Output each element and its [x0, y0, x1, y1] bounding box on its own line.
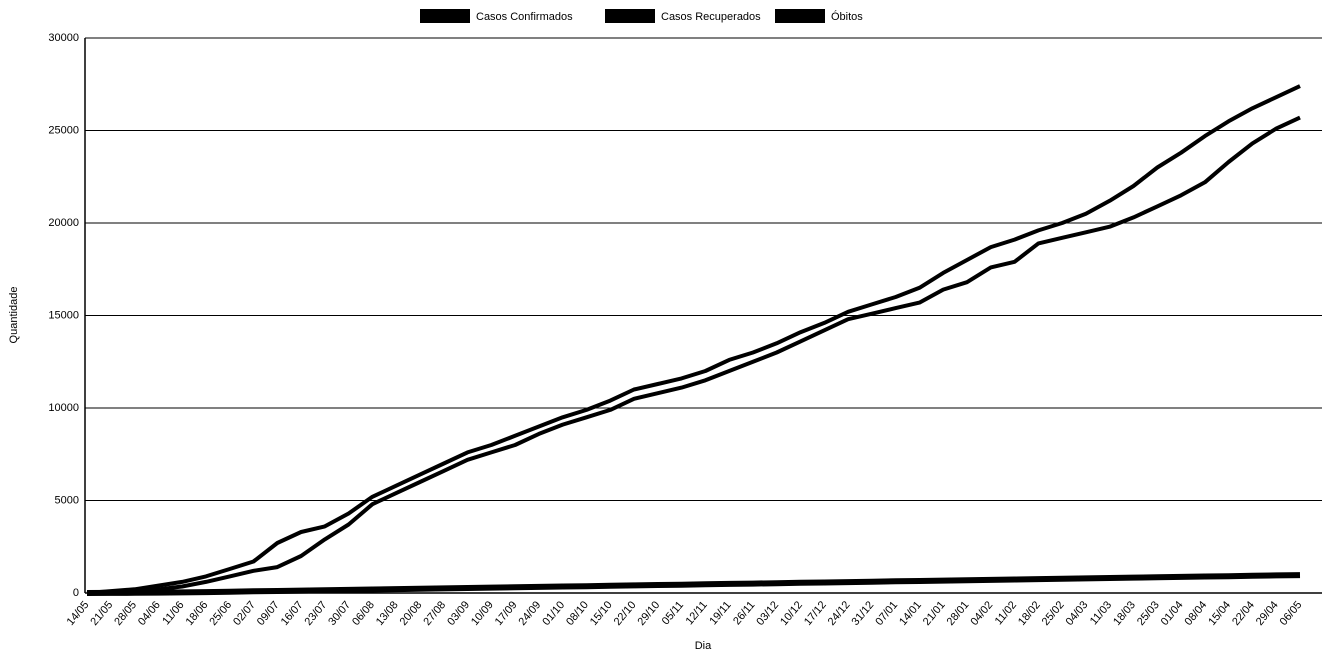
x-tick-label: 27/08: [421, 599, 448, 628]
x-tick-label: 18/06: [184, 599, 211, 628]
legend-swatch: [775, 9, 825, 23]
x-tick-label: 04/06: [136, 599, 163, 628]
x-tick-label: 18/02: [1016, 599, 1043, 628]
x-tick-label: 12/11: [684, 599, 710, 627]
x-tick-label: 06/05: [1278, 599, 1305, 628]
legend-label: Casos Confirmados: [476, 11, 573, 23]
x-tick-label: 11/03: [1088, 599, 1114, 627]
x-tick-label: 06/08: [350, 599, 377, 628]
x-tick-label: 05/11: [660, 599, 686, 627]
x-tick-label: 28/05: [112, 599, 139, 628]
y-tick-label: 25000: [48, 124, 79, 136]
y-tick-label: 0: [73, 587, 79, 599]
x-tick-label: 21/01: [921, 599, 948, 628]
y-tick-label: 10000: [48, 402, 79, 414]
x-tick-label: 19/11: [707, 599, 733, 627]
x-tick-label: 25/06: [207, 599, 234, 628]
x-tick-label: 14/01: [897, 599, 924, 628]
legend-swatch: [605, 9, 655, 23]
x-tick-label: 13/08: [374, 599, 401, 628]
x-tick-label: 03/09: [445, 599, 472, 628]
x-tick-label: 29/10: [635, 599, 662, 628]
y-tick-label: 15000: [48, 309, 79, 321]
x-axis-label: Dia: [695, 640, 712, 652]
x-tick-label: 15/04: [1206, 599, 1233, 628]
x-tick-label: 02/07: [231, 599, 258, 628]
x-tick-label: 29/04: [1254, 599, 1281, 628]
x-tick-label: 01/04: [1159, 599, 1186, 628]
y-axis-label: Quantidade: [8, 287, 20, 344]
x-tick-label: 28/01: [945, 599, 972, 628]
x-tick-label: 24/09: [517, 599, 544, 628]
x-tick-label: 04/03: [1064, 599, 1091, 628]
legend-label: Casos Recuperados: [661, 11, 761, 23]
data-line: [86, 572, 1301, 596]
x-tick-label: 31/12: [850, 599, 877, 628]
legend-swatch: [420, 9, 470, 23]
x-tick-label: 08/10: [564, 599, 591, 628]
x-tick-label: 04/02: [968, 599, 995, 628]
data-line: [87, 115, 1301, 595]
x-tick-label: 22/04: [1230, 599, 1257, 628]
data-line: [86, 84, 1301, 595]
x-tick-label: 21/05: [88, 599, 115, 628]
x-tick-label: 25/02: [1040, 599, 1067, 628]
x-tick-label: 22/10: [612, 599, 639, 628]
x-tick-label: 20/08: [398, 599, 425, 628]
x-tick-label: 14/05: [65, 599, 92, 628]
x-tick-label: 16/07: [279, 599, 306, 628]
x-tick-label: 25/03: [1135, 599, 1162, 628]
y-tick-label: 5000: [55, 494, 79, 506]
x-tick-label: 17/12: [802, 599, 829, 628]
x-tick-label: 03/12: [754, 599, 781, 628]
y-tick-label: 30000: [48, 32, 79, 44]
x-tick-label: 15/10: [588, 599, 615, 628]
x-tick-label: 10/09: [469, 599, 496, 628]
x-tick-label: 26/11: [731, 599, 757, 627]
x-tick-label: 17/09: [493, 599, 520, 628]
x-tick-label: 09/07: [255, 599, 282, 628]
x-tick-label: 07/01: [873, 599, 900, 628]
x-tick-label: 10/12: [778, 599, 805, 628]
x-tick-label: 01/10: [540, 599, 567, 628]
x-tick-label: 18/03: [1111, 599, 1138, 628]
x-tick-label: 11/02: [993, 599, 1019, 627]
x-tick-label: 11/06: [160, 599, 186, 627]
legend-label: Óbitos: [831, 10, 863, 23]
x-tick-label: 30/07: [326, 599, 353, 628]
x-tick-label: 23/07: [302, 599, 329, 628]
x-tick-label: 08/04: [1182, 599, 1209, 628]
x-tick-label: 24/12: [826, 599, 853, 628]
y-tick-label: 20000: [48, 217, 79, 229]
